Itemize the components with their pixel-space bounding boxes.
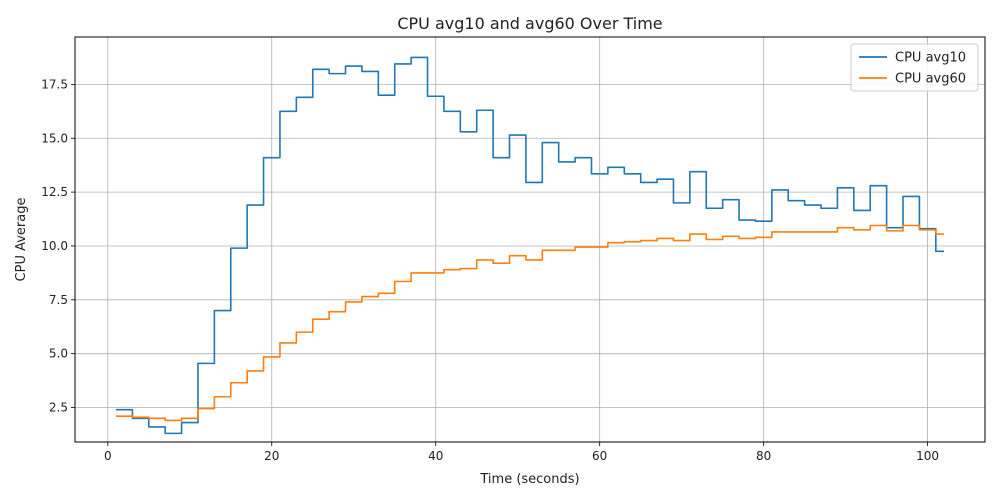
legend-label: CPU avg10 (895, 51, 966, 66)
x-tick-label: 100 (916, 449, 939, 463)
y-tick-label: 10.0 (41, 239, 68, 253)
x-axis-title: Time (seconds) (479, 472, 579, 487)
plot-frame (74, 36, 986, 443)
series-line-1 (115, 56, 945, 435)
legend-box (850, 43, 979, 92)
y-tick-label: 7.5 (49, 293, 68, 307)
y-tick-label: 5.0 (49, 347, 68, 361)
y-tick-label: 15.0 (41, 131, 68, 145)
x-tick-label: 40 (428, 449, 443, 463)
y-tick-label: 12.5 (41, 185, 68, 199)
x-tick-label: 60 (592, 449, 607, 463)
grid-lines (75, 37, 985, 442)
series-line-2 (115, 224, 945, 422)
legend-label: CPU avg60 (895, 72, 966, 87)
legend: CPU avg10 CPU avg60 (850, 43, 979, 92)
chart-title: CPU avg10 and avg60 Over Time (397, 14, 662, 33)
series-layer (115, 56, 945, 435)
x-tick-label: 80 (756, 449, 771, 463)
x-tick-label: 20 (264, 449, 279, 463)
y-tick-label: 17.5 (41, 77, 68, 91)
y-tick-label: 2.5 (49, 401, 68, 415)
y-axis-title: CPU Average (14, 198, 29, 282)
axis-ticks: 0 20 40 60 80 100 2.5 5.0 7.5 10.0 12.5 15.0 17.5 (41, 77, 939, 463)
x-tick-label: 0 (104, 449, 112, 463)
